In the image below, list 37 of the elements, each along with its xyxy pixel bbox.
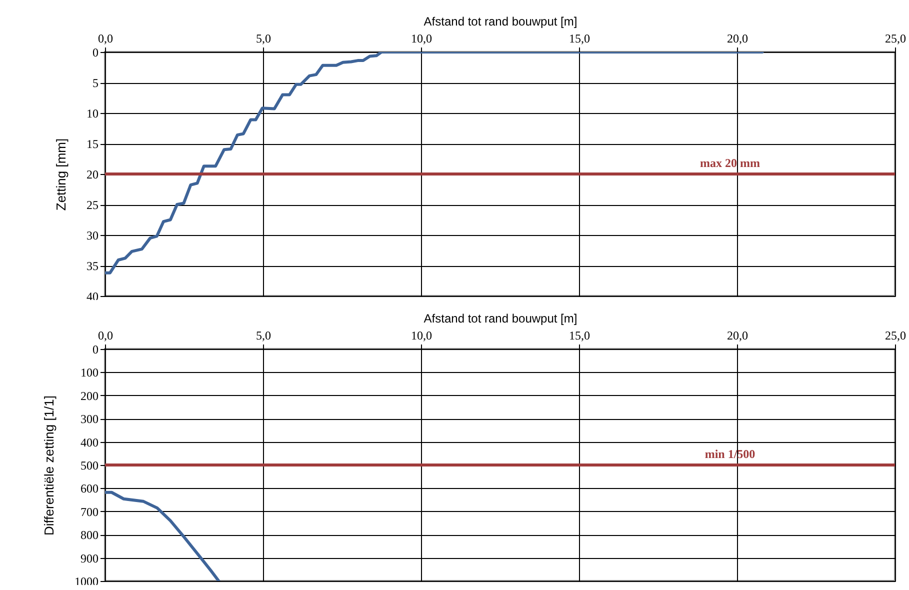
line-series (105, 490, 220, 581)
y-tick-label: 900 (80, 551, 98, 566)
y-tick-label: 25 (86, 198, 98, 212)
y-tick-label: 0 (92, 342, 98, 356)
y-tick-label: 20 (86, 168, 98, 182)
y-tick-label: 5 (92, 76, 98, 90)
x-tick-label: 5,0 (256, 32, 271, 46)
y-tick-label: 400 (80, 435, 98, 450)
x-axis-title: Afstand tot rand bouwput [m] (424, 312, 578, 326)
x-tick-label: 20,0 (727, 328, 748, 342)
y-axis-title: Zetting [mm] (54, 138, 68, 211)
y-tick-label: 0 (92, 46, 98, 60)
x-tick-label: 20,0 (727, 32, 748, 46)
x-tick-label: 10,0 (411, 328, 432, 342)
y-tick-label: 700 (80, 504, 98, 519)
x-tick-label: 5,0 (256, 328, 271, 342)
y-tick-label: 15 (86, 137, 98, 151)
x-tick-label: 0,0 (98, 328, 113, 342)
y-tick-label: 600 (80, 482, 98, 496)
y-tick-label: 200 (80, 388, 98, 403)
y-tick-label: 100 (80, 366, 98, 380)
line-series (105, 52, 764, 274)
y-axis-title: Differentiële zetting [1/1] (42, 396, 56, 536)
x-tick-label: 0,0 (98, 32, 113, 46)
y-tick-label: 30 (86, 228, 98, 242)
x-axis-title: Afstand tot rand bouwput [m] (424, 14, 578, 28)
y-tick-label: 10 (86, 106, 98, 120)
ref-line-label: max 20 mm (700, 156, 760, 170)
y-tick-label: 300 (80, 412, 98, 426)
x-tick-label: 25,0 (885, 328, 906, 342)
y-tick-label: 500 (80, 458, 98, 472)
y-tick-label: 35 (86, 259, 98, 273)
x-tick-label: 10,0 (411, 32, 432, 46)
x-tick-label: 15,0 (569, 328, 590, 342)
x-tick-label: 25,0 (885, 32, 906, 46)
y-tick-label: 800 (80, 528, 98, 542)
x-tick-label: 15,0 (569, 32, 590, 46)
